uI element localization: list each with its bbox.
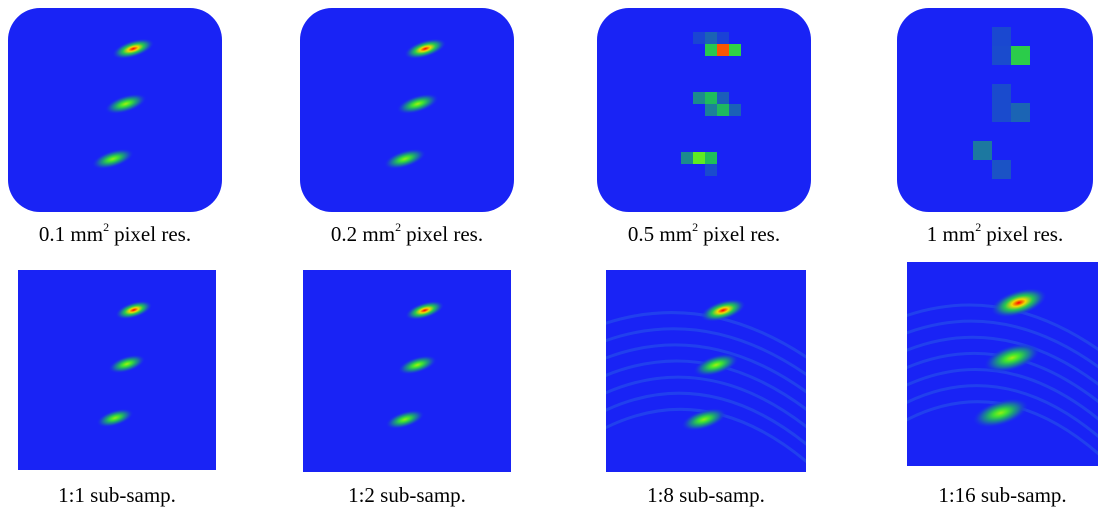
pixel xyxy=(693,92,705,104)
blob xyxy=(384,148,426,169)
caption: 1:2 sub-samp. xyxy=(283,483,531,508)
caption-superscript: 2 xyxy=(692,220,699,234)
caption-text: 0.5 mm xyxy=(627,222,693,246)
pixel xyxy=(705,92,717,104)
artifact-arc xyxy=(606,327,806,377)
blob xyxy=(112,38,154,59)
image-content xyxy=(300,8,514,212)
pixel xyxy=(693,152,705,164)
caption-superscript: 2 xyxy=(395,220,402,234)
caption-suffix: pixel res. xyxy=(703,222,781,246)
caption-text: 1:2 sub-samp. xyxy=(348,483,466,507)
pixel xyxy=(1011,103,1030,122)
heatmap-image xyxy=(597,8,811,212)
blob xyxy=(108,354,146,374)
blob xyxy=(404,38,446,59)
heatmap-image xyxy=(18,270,216,470)
blob xyxy=(972,398,1029,428)
caption: 1:16 sub-samp. xyxy=(887,483,1106,508)
image-content xyxy=(303,270,511,472)
blob xyxy=(405,301,444,320)
blob xyxy=(693,353,739,377)
heatmap-image xyxy=(907,262,1098,466)
caption: 0.5 mm2 pixel res. xyxy=(577,220,831,247)
blob xyxy=(681,408,727,431)
pixel xyxy=(717,32,729,44)
caption-superscript: 2 xyxy=(103,220,110,234)
caption-suffix: pixel res. xyxy=(114,222,192,246)
pixel xyxy=(717,44,729,56)
caption-suffix: pixel res. xyxy=(986,222,1064,246)
pixel xyxy=(717,92,729,104)
pixel xyxy=(705,104,717,116)
artifact-arc xyxy=(907,335,1098,386)
pixel xyxy=(729,44,741,56)
image-content xyxy=(597,8,811,212)
pixel xyxy=(992,46,1011,65)
caption-text: 0.1 mm xyxy=(38,222,104,246)
heatmap-image xyxy=(897,8,1093,212)
artifact-arc xyxy=(606,375,806,429)
pixel xyxy=(729,104,741,116)
pixel xyxy=(1011,46,1030,65)
caption-text: 1:16 sub-samp. xyxy=(938,483,1067,507)
blob xyxy=(397,93,439,114)
image-content xyxy=(907,262,1098,466)
blob xyxy=(92,148,134,169)
artifact-arc xyxy=(907,384,1098,439)
image-content xyxy=(18,270,216,470)
heatmap-image xyxy=(300,8,514,212)
artifact-arc xyxy=(606,391,806,446)
pixel xyxy=(992,84,1011,103)
blob xyxy=(984,343,1040,373)
caption: 0.2 mm2 pixel res. xyxy=(280,220,534,247)
pixel xyxy=(705,164,717,176)
artifact-arc xyxy=(606,343,806,394)
caption: 1 mm2 pixel res. xyxy=(877,220,1106,247)
heatmap-image xyxy=(606,270,806,472)
blob xyxy=(115,300,152,320)
blob xyxy=(105,93,147,114)
blob xyxy=(385,410,424,429)
blob xyxy=(96,408,134,428)
heatmap-image xyxy=(303,270,511,472)
caption: 1:1 sub-samp. xyxy=(0,483,236,508)
caption: 1:8 sub-samp. xyxy=(586,483,826,508)
artifact-arc xyxy=(907,319,1098,369)
caption-text: 0.2 mm xyxy=(330,222,396,246)
pixel xyxy=(693,32,705,44)
pixel xyxy=(973,141,992,160)
caption-text: 1:1 sub-samp. xyxy=(58,483,176,507)
pixel xyxy=(992,103,1011,122)
blob xyxy=(700,299,746,322)
image-content xyxy=(8,8,222,212)
pixel xyxy=(705,152,717,164)
pixel xyxy=(992,27,1011,46)
pixel xyxy=(992,160,1011,179)
caption-text: 1:8 sub-samp. xyxy=(647,483,765,507)
blob xyxy=(398,355,437,375)
pixel xyxy=(717,104,729,116)
image-content xyxy=(897,8,1093,212)
caption-superscript: 2 xyxy=(975,220,982,234)
pixel xyxy=(705,32,717,44)
pixel xyxy=(681,152,693,164)
pixel xyxy=(705,44,717,56)
caption: 0.1 mm2 pixel res. xyxy=(0,220,242,247)
heatmap-image xyxy=(8,8,222,212)
caption-text: 1 mm xyxy=(926,222,976,246)
blob xyxy=(991,288,1047,318)
caption-suffix: pixel res. xyxy=(406,222,484,246)
image-content xyxy=(606,270,806,472)
